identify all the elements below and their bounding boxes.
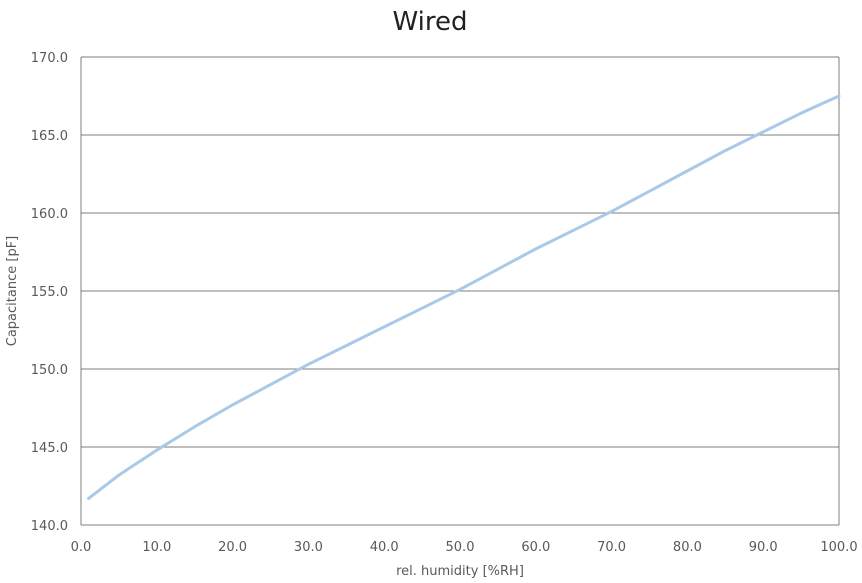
y-tick-label: 170.0 xyxy=(31,51,68,66)
x-axis-label: rel. humidity [%RH] xyxy=(396,564,524,579)
y-tick-label: 160.0 xyxy=(31,207,68,222)
x-tick-label: 40.0 xyxy=(370,540,399,555)
series-layer xyxy=(87,94,841,500)
x-axis-ticks: 0.0 10.0 20.0 30.0 40.0 50.0 60.0 70.0 80.0 90.0 1… xyxy=(71,540,858,555)
x-tick-label: 90.0 xyxy=(749,540,778,555)
y-axis-label: Capacitance [pF] xyxy=(5,236,20,346)
x-tick-label: 10.0 xyxy=(142,540,171,555)
x-tick-label: 0.0 xyxy=(71,540,92,555)
grid-layer xyxy=(80,56,840,526)
y-tick-label: 150.0 xyxy=(31,363,68,378)
x-tick-label: 50.0 xyxy=(446,540,475,555)
x-tick-label: 30.0 xyxy=(294,540,323,555)
x-tick-label: 100.0 xyxy=(820,540,857,555)
y-tick-label: 145.0 xyxy=(31,441,68,456)
chart-title: Wired xyxy=(393,7,468,37)
y-tick-label: 140.0 xyxy=(31,519,68,534)
x-tick-label: 70.0 xyxy=(597,540,626,555)
x-tick-label: 60.0 xyxy=(521,540,550,555)
x-tick-label: 80.0 xyxy=(673,540,702,555)
series-line xyxy=(87,94,841,500)
y-tick-label: 165.0 xyxy=(31,129,68,144)
y-tick-label: 155.0 xyxy=(31,285,68,300)
y-axis-ticks: 140.0 145.0 150.0 155.0 160.0 165.0 170.0 xyxy=(31,51,68,534)
x-tick-label: 20.0 xyxy=(218,540,247,555)
